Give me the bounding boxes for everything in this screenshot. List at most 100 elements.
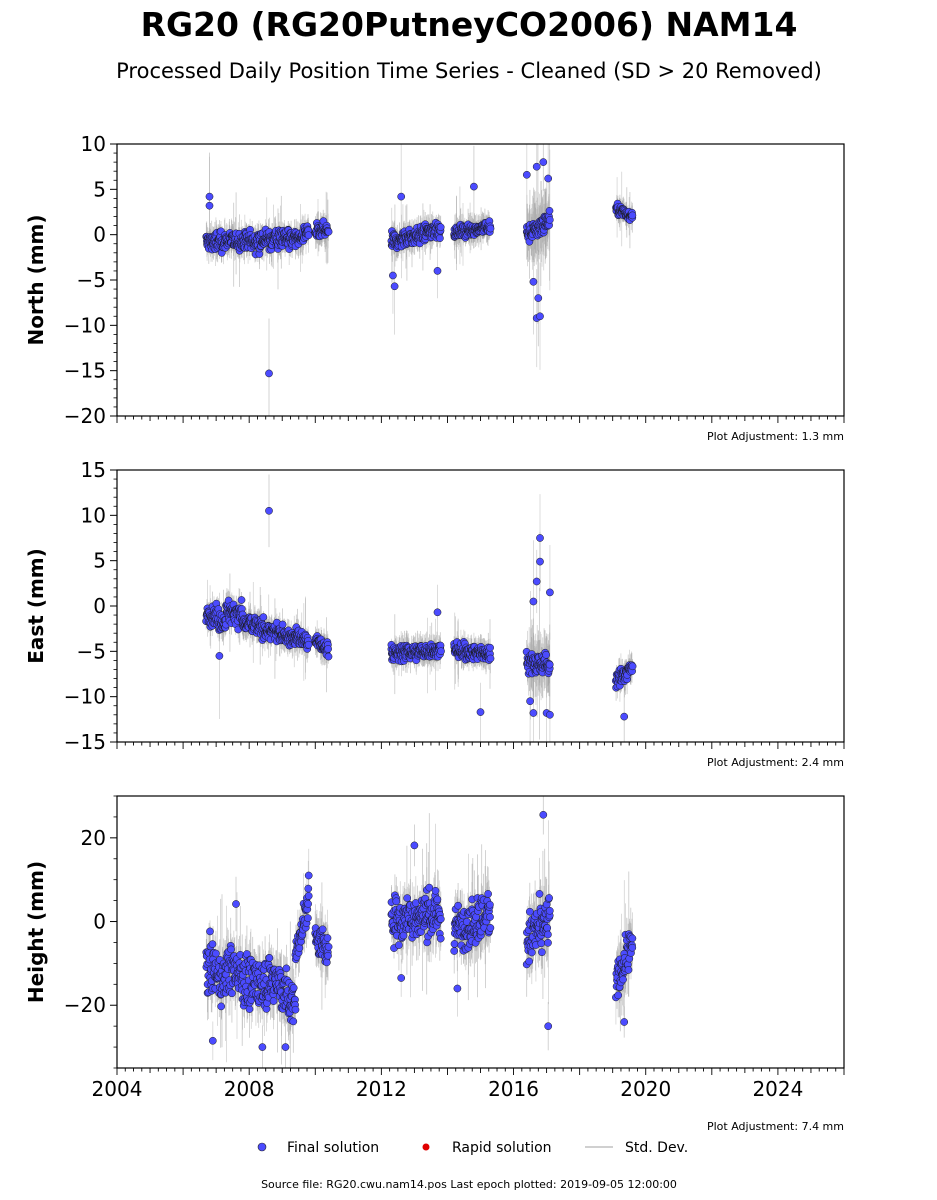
final-solution-points bbox=[202, 810, 637, 1051]
data-point bbox=[450, 940, 459, 948]
data-point bbox=[289, 1017, 298, 1026]
data-point bbox=[324, 645, 332, 653]
data-point bbox=[208, 940, 217, 948]
data-point bbox=[431, 886, 440, 895]
data-point bbox=[228, 989, 236, 998]
data-point bbox=[304, 884, 313, 893]
y-tick-label: 5 bbox=[93, 549, 106, 573]
data-point bbox=[436, 223, 445, 232]
data-point bbox=[529, 709, 538, 717]
plot-frame bbox=[116, 143, 845, 417]
data-point bbox=[539, 158, 548, 166]
data-point bbox=[397, 192, 406, 201]
data-point bbox=[322, 958, 331, 967]
data-point bbox=[205, 192, 214, 201]
y-tick-label: −10 bbox=[64, 685, 106, 709]
data-point bbox=[450, 947, 459, 955]
x-axis-ticks bbox=[116, 742, 845, 749]
data-point bbox=[425, 883, 434, 892]
y-axis-ticks bbox=[110, 143, 117, 417]
data-point bbox=[436, 934, 445, 943]
stddev-bars bbox=[205, 474, 633, 742]
y-tick-label: −15 bbox=[64, 730, 106, 754]
data-point bbox=[532, 162, 541, 171]
plot-adjustment-note: Plot Adjustment: 2.4 mm bbox=[707, 756, 844, 769]
data-point bbox=[395, 941, 403, 949]
data-point bbox=[536, 312, 544, 321]
y-tick-label: −15 bbox=[64, 359, 106, 383]
plot-area bbox=[202, 474, 637, 742]
y-tick-label: −5 bbox=[77, 639, 106, 663]
data-point bbox=[532, 577, 541, 586]
data-point bbox=[217, 1002, 226, 1011]
y-tick-label: 15 bbox=[81, 458, 106, 482]
final-solution-points bbox=[202, 506, 637, 721]
data-point bbox=[215, 652, 224, 660]
data-point bbox=[265, 506, 273, 515]
data-point bbox=[529, 277, 538, 286]
y-tick-label: −10 bbox=[64, 313, 106, 337]
y-tick-label: 0 bbox=[93, 594, 106, 618]
data-point bbox=[291, 1005, 300, 1014]
data-point bbox=[304, 914, 312, 922]
data-point bbox=[529, 597, 538, 606]
y-tick-label: −20 bbox=[64, 404, 106, 428]
data-point bbox=[259, 613, 268, 621]
y-tick-label: 10 bbox=[81, 132, 106, 156]
data-point bbox=[318, 925, 327, 934]
data-point bbox=[436, 234, 444, 243]
data-point bbox=[304, 892, 313, 900]
x-axis-ticks bbox=[116, 416, 845, 423]
data-point bbox=[324, 652, 333, 661]
data-point bbox=[282, 964, 291, 973]
data-point bbox=[323, 934, 332, 942]
final-solution-points bbox=[202, 158, 637, 378]
data-point bbox=[289, 984, 298, 992]
data-point bbox=[546, 710, 554, 719]
data-point bbox=[237, 596, 246, 604]
data-point bbox=[243, 950, 251, 958]
data-point bbox=[545, 660, 554, 669]
page-title: RG20 (RG20PutneyCO2006) NAM14 bbox=[141, 5, 798, 44]
data-point bbox=[390, 282, 399, 291]
plot-adjustment-note: Plot Adjustment: 1.3 mm bbox=[707, 430, 844, 443]
y-axis-label: East (mm) bbox=[24, 548, 48, 664]
data-point bbox=[392, 897, 401, 906]
data-point bbox=[245, 1005, 254, 1013]
data-point bbox=[454, 901, 462, 910]
plot-area bbox=[202, 796, 637, 1068]
data-point bbox=[546, 588, 554, 597]
y-axis-ticks bbox=[110, 469, 117, 743]
y-tick-label: 5 bbox=[93, 177, 106, 201]
data-point bbox=[304, 640, 313, 649]
data-point bbox=[476, 708, 485, 716]
data-point bbox=[437, 647, 445, 656]
y-tick-label: 10 bbox=[81, 503, 106, 527]
data-point bbox=[436, 915, 445, 923]
data-point bbox=[545, 206, 554, 215]
data-point bbox=[545, 216, 554, 224]
data-point bbox=[486, 224, 495, 233]
data-point bbox=[536, 557, 544, 566]
data-point bbox=[526, 697, 534, 706]
data-point bbox=[620, 712, 629, 721]
data-point bbox=[304, 900, 312, 908]
plot-area bbox=[202, 144, 637, 416]
data-point bbox=[265, 369, 273, 378]
data-point bbox=[433, 267, 442, 275]
data-point bbox=[403, 894, 412, 902]
data-point bbox=[470, 182, 478, 191]
data-point bbox=[522, 170, 531, 179]
data-point bbox=[324, 227, 333, 236]
north-panel: −20 −15 −10 −5 0 5 10 North (mm) Plot Adjustment… bbox=[24, 132, 845, 443]
data-point bbox=[628, 211, 637, 220]
page-subtitle: Processed Daily Position Time Series - C… bbox=[116, 59, 822, 83]
data-point bbox=[295, 944, 304, 952]
data-point bbox=[433, 895, 442, 904]
y-tick-label: −5 bbox=[77, 268, 106, 292]
stddev-bars bbox=[205, 144, 633, 416]
data-point bbox=[269, 997, 278, 1005]
data-point bbox=[206, 927, 214, 936]
data-point bbox=[265, 954, 274, 962]
